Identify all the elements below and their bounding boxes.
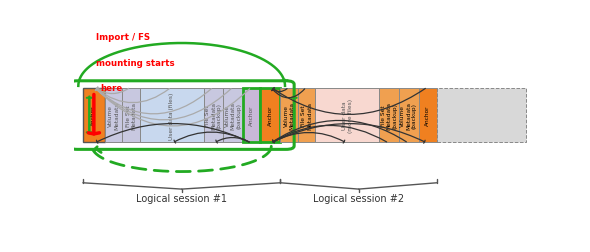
Bar — [379, 88, 399, 143]
Bar — [315, 88, 379, 143]
Text: Volume
Metadata: Volume Metadata — [284, 102, 294, 130]
Text: File Set
Metadata
(backup): File Set Metadata (backup) — [381, 102, 397, 130]
Bar — [105, 88, 122, 143]
Bar — [223, 88, 243, 143]
Text: Anchor: Anchor — [425, 105, 430, 126]
Text: Import / FS: Import / FS — [96, 33, 150, 42]
Bar — [280, 88, 298, 143]
Bar — [140, 88, 204, 143]
Text: Volume
Metadata: Volume Metadata — [108, 102, 119, 130]
Bar — [298, 88, 315, 143]
Text: Anchor: Anchor — [268, 105, 273, 126]
Text: File Set
Metadata: File Set Metadata — [126, 102, 136, 130]
Bar — [83, 88, 105, 143]
Bar — [204, 88, 223, 143]
Text: Logical session #2: Logical session #2 — [313, 193, 404, 203]
Bar — [418, 88, 437, 143]
Text: Volume
Metadata
(backup): Volume Metadata (backup) — [225, 102, 241, 130]
Bar — [260, 88, 280, 143]
Bar — [122, 88, 140, 143]
Text: here: here — [101, 84, 123, 92]
Text: User data (files): User data (files) — [169, 92, 174, 139]
Text: File Set
Metadata
(backup): File Set Metadata (backup) — [205, 102, 222, 130]
Text: Volume
Metadata
(backup): Volume Metadata (backup) — [401, 102, 417, 130]
Bar — [437, 88, 526, 143]
Text: Logical session #1: Logical session #1 — [136, 193, 227, 203]
Bar — [399, 88, 418, 143]
Text: User data
(more files): User data (more files) — [342, 99, 353, 133]
Text: Anchor: Anchor — [91, 105, 96, 126]
Text: File Set
Metadata: File Set Metadata — [301, 102, 312, 130]
Text: Anchor: Anchor — [249, 105, 254, 126]
Text: mounting starts: mounting starts — [96, 58, 175, 67]
Bar — [243, 88, 260, 143]
